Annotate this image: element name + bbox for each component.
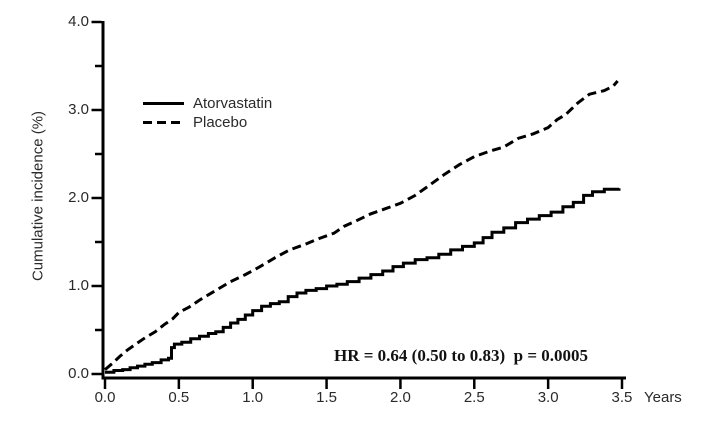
- dashed-line-swatch: [143, 121, 184, 124]
- legend-item-placebo: Placebo: [143, 113, 272, 132]
- x-tick-label: 1.0: [242, 389, 264, 406]
- solid-line-swatch: [143, 102, 184, 105]
- y-tick-label: 3.0: [68, 101, 89, 118]
- hazard-ratio-annotation: HR = 0.64 (0.50 to 0.83) p = 0.0005: [334, 346, 589, 365]
- x-tick-label: 2.0: [389, 389, 411, 406]
- legend-label-atorvastatin: Atorvastatin: [193, 95, 273, 112]
- legend-label-placebo: Placebo: [193, 114, 248, 131]
- y-tick-label: 4.0: [68, 13, 89, 30]
- x-axis-unit-label: Years: [644, 389, 682, 406]
- x-tick-label: 3.5: [611, 389, 633, 406]
- y-tick-label: 0.0: [68, 365, 89, 382]
- x-tick-label: 1.5: [316, 389, 337, 406]
- x-tick-label: 0.0: [94, 389, 116, 406]
- y-tick-label: 2.0: [68, 189, 89, 206]
- legend: Atorvastatin Placebo: [143, 94, 272, 132]
- x-tick-label: 0.5: [168, 389, 190, 406]
- legend-item-atorvastatin: Atorvastatin: [143, 94, 272, 113]
- y-tick-label: 1.0: [68, 277, 89, 294]
- series-line-atorvastatin: [105, 187, 621, 374]
- x-tick-label: 2.5: [463, 389, 485, 406]
- series-line-placebo: [104, 80, 619, 371]
- y-axis-label: Cumulative incidence (%): [29, 110, 47, 282]
- x-tick-label: 3.0: [537, 389, 559, 406]
